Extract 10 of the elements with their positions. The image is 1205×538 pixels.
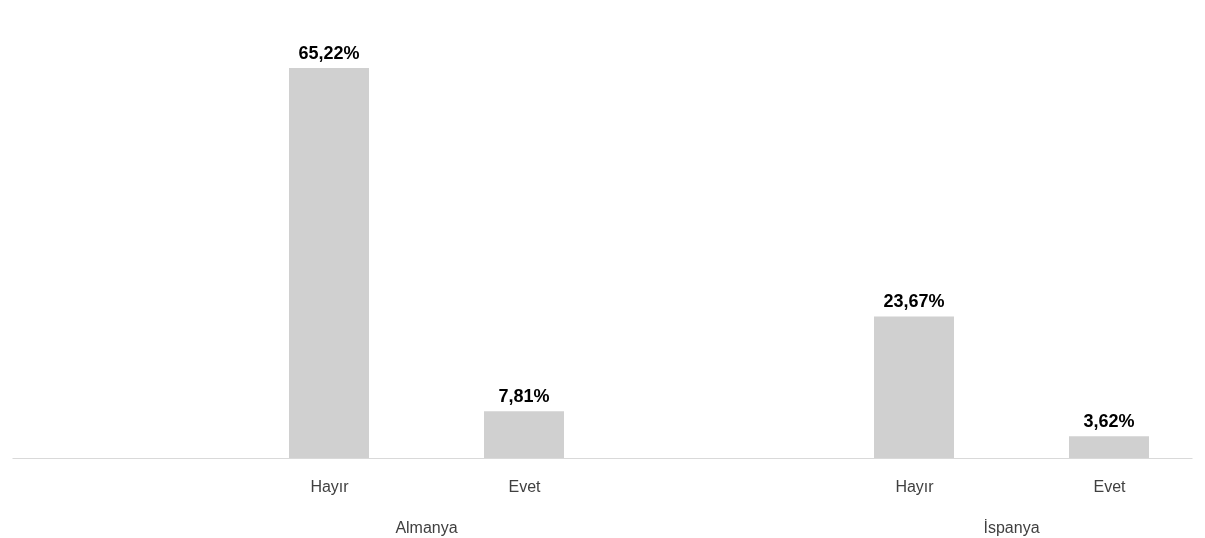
x-tick-label: Evet: [1093, 477, 1127, 495]
data-label: 23,67%: [883, 291, 945, 312]
data-label: 65,22%: [298, 43, 360, 63]
x-tick-label: Hayır: [310, 477, 350, 495]
x-tick-label: Hayır: [895, 477, 935, 495]
data-label: 3,62%: [1083, 411, 1135, 432]
x-tick-label: Evet: [508, 477, 542, 495]
data-label: 7,81%: [498, 386, 550, 407]
text: Almanya: [395, 519, 458, 536]
text: İspanya: [983, 518, 1040, 536]
